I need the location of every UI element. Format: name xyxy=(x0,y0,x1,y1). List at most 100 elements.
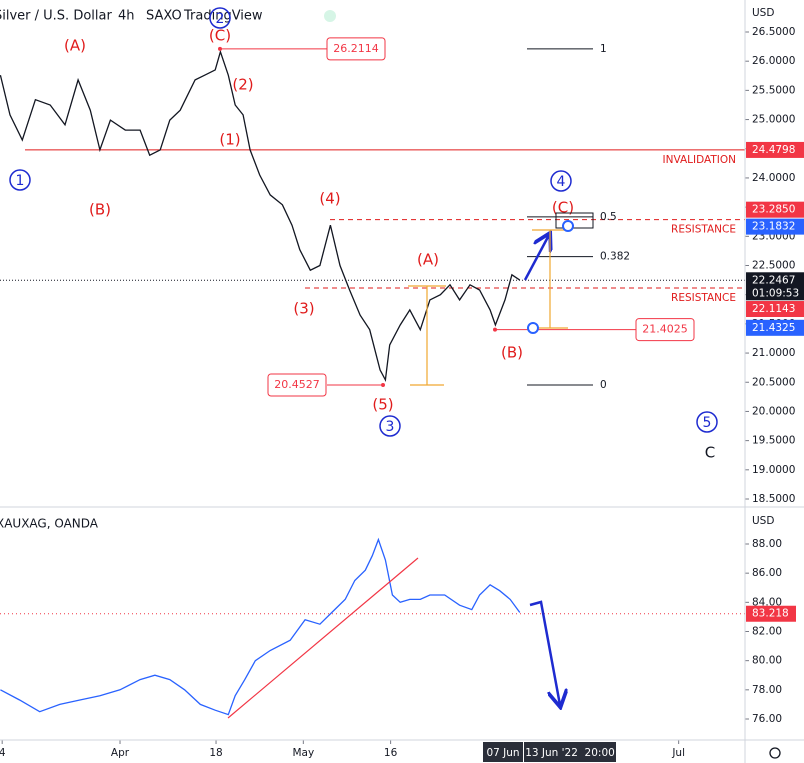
y-tick-label: 84.00 xyxy=(752,596,782,608)
crosshair-tag xyxy=(524,742,616,762)
x-tick-label: May xyxy=(292,747,314,759)
callout-label: 21.4025 xyxy=(642,323,688,336)
wave-circle xyxy=(209,7,231,29)
callout-box xyxy=(267,373,327,397)
price-tag-label: 21.4325 xyxy=(752,322,795,334)
callout-dot xyxy=(381,383,385,388)
wave-label: (A) xyxy=(417,251,439,269)
projection-arrow xyxy=(523,235,549,281)
target-box xyxy=(555,212,594,229)
y-tick-label: 25.5000 xyxy=(752,84,795,96)
currency-label: USD xyxy=(752,515,774,527)
trend-line xyxy=(227,557,419,719)
y-tick-label: 20.5000 xyxy=(752,376,795,388)
range-markers xyxy=(408,229,568,386)
y-tick-label: 25.0000 xyxy=(752,114,795,126)
price-tag xyxy=(746,301,804,318)
fib-label: 0.5 xyxy=(600,211,617,223)
price-line xyxy=(0,537,521,716)
level-label: RESISTANCE xyxy=(671,292,736,304)
y-tick-label: 78.00 xyxy=(752,684,782,696)
wave-label: (4) xyxy=(319,190,340,208)
price-tag xyxy=(746,218,804,235)
wave-label: 4 xyxy=(557,174,566,190)
status-dot xyxy=(324,10,336,22)
wave-label: (2) xyxy=(232,76,253,94)
price-line xyxy=(0,49,521,383)
header-title: Silver / U.S. Dollar xyxy=(0,9,112,24)
price-tag xyxy=(746,201,804,218)
wave-circle xyxy=(9,169,31,191)
wave-label: (C) xyxy=(552,199,574,217)
wave-circle xyxy=(550,170,572,192)
wave-label: (B) xyxy=(89,201,111,219)
wave-circle xyxy=(379,415,401,437)
x-tick-label: 16 xyxy=(384,747,398,759)
wave-label: 2 xyxy=(216,11,225,27)
y-tick-label: 86.00 xyxy=(752,567,782,579)
callout-dot xyxy=(218,46,222,51)
price-tag xyxy=(746,319,804,336)
y-tick-label: 20.0000 xyxy=(752,405,795,417)
callout-box xyxy=(635,318,695,342)
y-tick-label: 80.00 xyxy=(752,655,782,667)
last-price-tag xyxy=(746,272,804,301)
fib-label: 0 xyxy=(600,379,607,391)
fib-label: 0.382 xyxy=(600,251,630,263)
y-tick-label: 19.0000 xyxy=(752,464,795,476)
y-tick-label: 18.5000 xyxy=(752,493,795,505)
lower-pane: 76.00 78.00 80.00 82.00 84.00 86.00 88.00 USD XA… xyxy=(0,515,796,762)
wave-label: 3 xyxy=(386,419,395,435)
point-marker xyxy=(527,322,539,334)
last-value-tag xyxy=(746,605,796,622)
y-tick-label: 26.0000 xyxy=(752,55,795,67)
currency-label: USD xyxy=(752,7,774,19)
level-label: RESISTANCE xyxy=(671,224,736,236)
header-source: SAXO xyxy=(146,9,182,24)
wave-label: 1 xyxy=(16,173,25,189)
last-price-label: 22.2467 xyxy=(752,274,795,286)
price-tag-label: 23.1832 xyxy=(752,221,795,233)
wave-label: (A) xyxy=(64,37,86,55)
callout-label: 20.4527 xyxy=(274,378,320,391)
level-label: INVALIDATION xyxy=(663,154,737,166)
x-tick-label: Jul xyxy=(671,747,685,759)
x-tick-label: Apr xyxy=(111,747,130,759)
projection-arrow xyxy=(529,600,560,705)
y-tick-label: 21.0000 xyxy=(752,347,795,359)
point-marker xyxy=(562,220,574,232)
y-tick-label: 19.5000 xyxy=(752,435,795,447)
price-tag-label: 24.4798 xyxy=(752,144,795,156)
wave-label: (B) xyxy=(501,344,523,362)
y-tick-label: 26.5000 xyxy=(752,26,795,38)
wave-label: (1) xyxy=(219,131,240,149)
header-platform: TradingView xyxy=(183,9,263,24)
main-pane: 18.5000 19.0000 19.5000 20.0000 20.5000 21.00… xyxy=(0,7,804,505)
crosshair-label: 07 Jun xyxy=(486,747,519,759)
crosshair-label: 13 Jun '22 20:00 xyxy=(525,747,615,759)
price-tag-label: 22.1143 xyxy=(752,303,795,315)
header-interval: 4h xyxy=(118,9,135,24)
y-tick-label: 76.00 xyxy=(752,713,782,725)
wave-label: (C) xyxy=(209,27,231,45)
y-tick-label: 24.0000 xyxy=(752,172,795,184)
callout-dot xyxy=(493,327,497,332)
fib-label: 1 xyxy=(600,43,607,55)
crosshair-tag xyxy=(483,742,523,762)
wave-circle xyxy=(696,411,718,433)
price-tag-label: 23.2850 xyxy=(752,204,795,216)
wave-label: C xyxy=(705,444,715,462)
settings-icon[interactable] xyxy=(769,747,781,759)
y-tick-label: 88.00 xyxy=(752,538,782,550)
price-tag xyxy=(746,141,804,158)
y-tick-label: 82.00 xyxy=(752,625,782,637)
y-tick-label: 22.5000 xyxy=(752,260,795,272)
callout-box xyxy=(326,37,386,61)
callout-label: 26.2114 xyxy=(333,42,379,55)
header-title: XAUXAG, OANDA xyxy=(0,517,99,531)
last-value-label: 83.218 xyxy=(752,608,789,620)
wave-label: 5 xyxy=(703,415,712,431)
x-tick-label: 18 xyxy=(209,747,222,759)
